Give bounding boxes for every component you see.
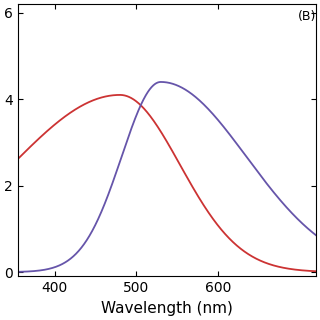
Text: (B): (B) bbox=[298, 10, 316, 23]
X-axis label: Wavelength (nm): Wavelength (nm) bbox=[101, 301, 233, 316]
